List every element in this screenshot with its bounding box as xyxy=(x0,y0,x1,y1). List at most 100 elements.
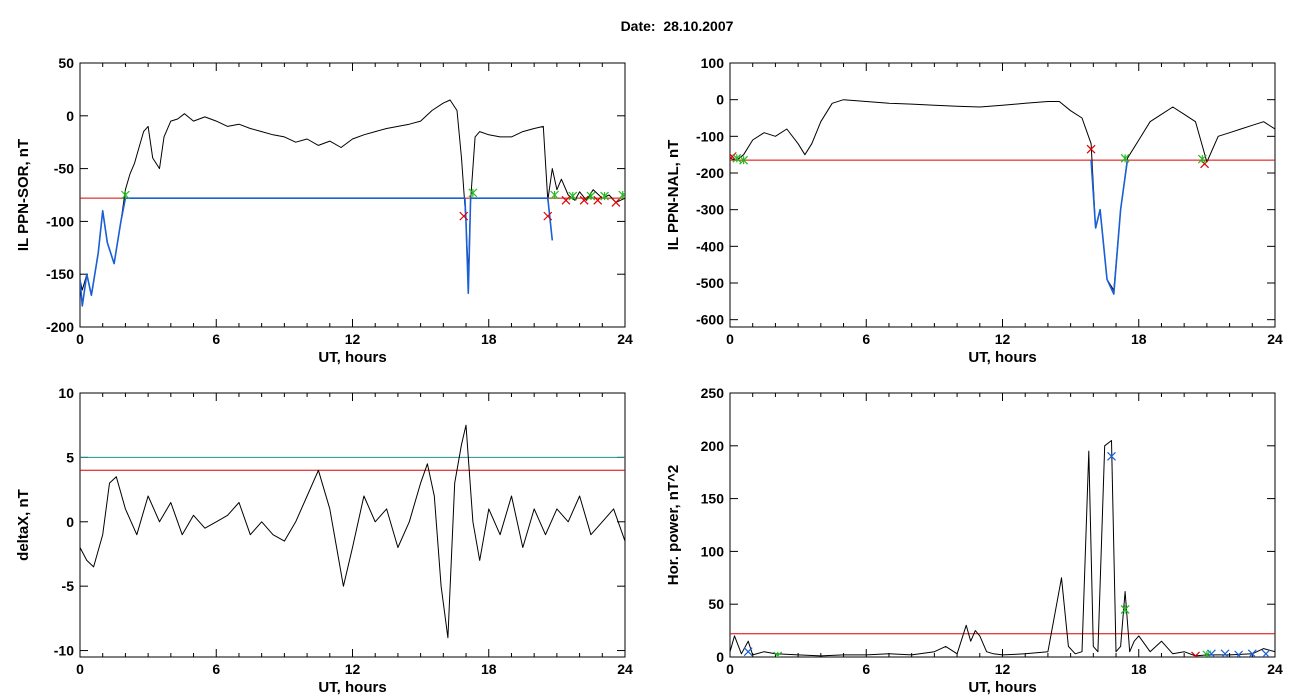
series-line xyxy=(730,440,1275,657)
x-axis-label: UT, hours xyxy=(318,679,386,696)
x-axis-label: UT, hours xyxy=(968,679,1036,696)
y-tick-label: -10 xyxy=(54,643,74,659)
series-line xyxy=(1090,160,1129,295)
asterisk-marker xyxy=(618,190,625,200)
x-marker xyxy=(1191,651,1200,657)
x-tick-label: 12 xyxy=(345,331,361,347)
x-tick-label: 0 xyxy=(76,331,84,347)
asterisk-marker xyxy=(586,191,596,201)
plot-frame-power xyxy=(729,392,1276,658)
x-tick-label: 6 xyxy=(212,661,220,677)
x-tick-label: 0 xyxy=(76,661,84,677)
plot-frame-nal xyxy=(729,62,1276,328)
x-tick-label: 6 xyxy=(212,331,220,347)
y-tick-label: -5 xyxy=(62,578,75,594)
asterisk-marker xyxy=(468,188,478,198)
y-tick-label: 50 xyxy=(58,55,74,71)
plot-area-deltax xyxy=(80,424,625,639)
asterisk-marker xyxy=(1202,650,1212,657)
x-marker xyxy=(543,211,553,221)
y-tick-label: -500 xyxy=(696,275,724,291)
y-tick-label: 10 xyxy=(58,385,74,401)
y-tick-label: 150 xyxy=(701,491,725,507)
x-tick-label: 0 xyxy=(726,661,734,677)
asterisk-marker xyxy=(1120,153,1130,163)
page-title: Date: 28.10.2007 xyxy=(620,18,734,34)
y-tick-label: 0 xyxy=(716,649,724,665)
plot-area-nal xyxy=(730,99,1275,295)
asterisk-marker xyxy=(1197,154,1207,164)
plot-frame-deltax xyxy=(79,392,626,658)
y-tick-label: 0 xyxy=(716,92,724,108)
plot-area-sor xyxy=(80,99,625,307)
series-line xyxy=(80,424,625,639)
x-marker xyxy=(730,152,737,161)
asterisk-marker xyxy=(568,191,578,201)
x-tick-label: 0 xyxy=(726,331,734,347)
y-tick-label: 100 xyxy=(701,55,725,71)
y-tick-label: 0 xyxy=(66,108,74,124)
series-line xyxy=(80,197,554,307)
x-marker xyxy=(1261,649,1271,657)
y-tick-label: -300 xyxy=(696,202,724,218)
asterisk-marker xyxy=(739,155,749,165)
x-tick-label: 24 xyxy=(617,661,633,677)
x-tick-label: 24 xyxy=(1267,331,1283,347)
y-tick-label: -150 xyxy=(46,266,74,282)
y-tick-label: -100 xyxy=(696,128,724,144)
x-tick-label: 24 xyxy=(617,331,633,347)
y-axis-label: IL PPN-NAL, nT xyxy=(665,140,682,251)
x-tick-label: 18 xyxy=(1131,661,1147,677)
x-tick-label: 18 xyxy=(1131,331,1147,347)
y-axis-label: Hor. power, nT^2 xyxy=(665,465,682,585)
panel-sor: 0 6 12 18 24 -200 -150 -100 -50 0 50 UT, hours IL PP… xyxy=(15,55,633,366)
x-marker xyxy=(1220,649,1230,657)
x-axis-label: UT, hours xyxy=(318,349,386,366)
plot-frame-sor xyxy=(79,62,626,328)
plot-area-power xyxy=(730,440,1275,657)
asterisk-marker xyxy=(550,190,560,200)
x-tick-label: 18 xyxy=(481,661,497,677)
panel-power: 0 6 12 18 24 0 50 100 150 200 250 UT, hours Hor. pow… xyxy=(665,385,1283,696)
y-tick-label: 200 xyxy=(701,438,725,454)
y-tick-label: -400 xyxy=(696,238,724,254)
y-tick-label: -50 xyxy=(54,161,74,177)
x-tick-label: 18 xyxy=(481,331,497,347)
asterisk-marker xyxy=(732,153,742,163)
x-marker xyxy=(459,211,469,221)
x-marker xyxy=(1107,451,1116,461)
x-marker xyxy=(611,197,621,207)
x-tick-label: 12 xyxy=(345,661,361,677)
y-tick-label: 100 xyxy=(701,543,725,559)
y-tick-label: -200 xyxy=(46,319,74,335)
x-marker xyxy=(1086,144,1096,154)
y-tick-label: -100 xyxy=(46,213,74,229)
x-tick-label: 6 xyxy=(862,661,870,677)
y-tick-label: 50 xyxy=(708,596,724,612)
asterisk-marker xyxy=(1120,605,1130,614)
x-marker xyxy=(579,195,589,205)
y-tick-label: -600 xyxy=(696,312,724,328)
series-line xyxy=(730,99,1275,291)
y-tick-label: -200 xyxy=(696,165,724,181)
x-tick-label: 24 xyxy=(1267,661,1283,677)
asterisk-marker xyxy=(600,191,609,201)
y-axis-label: deltaX, nT xyxy=(15,489,32,561)
x-marker xyxy=(561,195,571,205)
x-axis-label: UT, hours xyxy=(968,349,1036,366)
x-marker xyxy=(1247,649,1257,657)
y-tick-label: 250 xyxy=(701,385,725,401)
asterisk-marker xyxy=(773,651,783,657)
x-tick-label: 12 xyxy=(995,661,1011,677)
x-marker xyxy=(593,195,603,205)
y-axis-label: IL PPN-SOR, nT xyxy=(15,139,32,251)
series-line xyxy=(80,99,625,296)
x-marker xyxy=(743,647,753,657)
panel-deltax: 0 6 12 18 24 -10 -5 0 5 10 UT, hours deltaX, nT xyxy=(15,385,633,696)
x-tick-label: 6 xyxy=(862,331,870,347)
panel-nal: 0 6 12 18 24 -600 -500 -400 -300 -200 -100 0 100 UT, … xyxy=(665,55,1283,366)
x-tick-label: 12 xyxy=(995,331,1011,347)
x-marker xyxy=(1234,650,1244,657)
y-tick-label: 5 xyxy=(66,449,74,465)
